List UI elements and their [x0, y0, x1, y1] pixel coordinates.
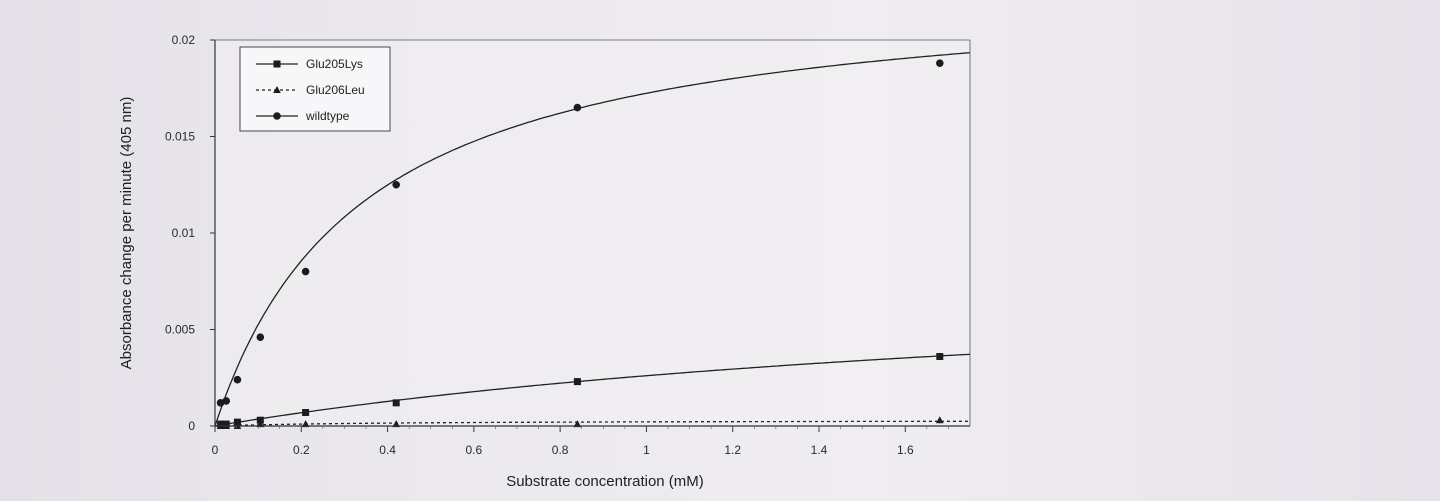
x-axis-title: Substrate concentration (mM) — [506, 473, 704, 490]
data-point-wildtype — [256, 333, 265, 342]
data-point-wildtype — [233, 375, 242, 384]
y-tick-label: 0.005 — [165, 323, 195, 337]
y-tick-label: 0.02 — [172, 33, 196, 47]
data-point-glu206leu — [301, 420, 310, 428]
data-points — [216, 59, 944, 429]
data-point-glu205lys — [392, 399, 400, 407]
legend-marker-wildtype — [273, 112, 281, 120]
data-point-wildtype — [392, 180, 401, 189]
x-tick-label: 1.4 — [811, 443, 828, 457]
x-tick-label: 0 — [212, 443, 219, 457]
legend-label-wildtype: wildtype — [305, 109, 350, 123]
x-tick-label: 1 — [643, 443, 650, 457]
fit-curve-glu205lys — [214, 353, 971, 427]
fit-curve-wildtype — [214, 52, 971, 427]
legend-marker-glu206leu — [273, 86, 281, 93]
x-tick-label: 0.6 — [466, 443, 483, 457]
data-point-glu205lys — [302, 408, 310, 416]
data-point-glu206leu — [936, 416, 944, 424]
x-tick-label: 1.2 — [724, 443, 741, 457]
x-axis-ticks: 0 0.2 0.4 0.6 0.8 1 1.2 1.4 1.6 — [212, 426, 949, 457]
data-point-glu206leu — [256, 420, 265, 428]
data-point-glu205lys — [573, 378, 581, 386]
fit-curves — [214, 52, 971, 427]
data-point-wildtype — [573, 103, 582, 112]
y-axis-title: Absorbance change per minute (405 nm) — [118, 97, 135, 370]
data-point-wildtype — [301, 267, 310, 276]
data-point-wildtype — [222, 397, 231, 405]
y-tick-label: 0.015 — [165, 130, 195, 144]
data-point-glu206leu — [573, 420, 582, 428]
data-point-wildtype — [936, 59, 944, 67]
legend-label-glu205lys: Glu205Lys — [306, 57, 363, 71]
y-tick-label: 0.01 — [172, 226, 196, 240]
legend-box — [239, 46, 391, 132]
x-tick-label: 0.8 — [552, 443, 569, 457]
x-tick-label: 0.2 — [293, 443, 310, 457]
legend-marker-glu205lys — [273, 60, 281, 68]
legend: Glu205Lys Glu206Leu wildtype — [239, 46, 391, 132]
data-point-glu205lys — [936, 353, 944, 361]
y-axis-ticks: 0 0.005 0.01 0.015 0.02 — [165, 33, 215, 433]
y-tick-label: 0 — [188, 419, 195, 433]
x-tick-label: 0.4 — [379, 443, 396, 457]
legend-label-glu206leu: Glu206Leu — [306, 83, 365, 97]
x-tick-label: 1.6 — [897, 443, 914, 457]
data-point-glu206leu — [392, 420, 400, 428]
